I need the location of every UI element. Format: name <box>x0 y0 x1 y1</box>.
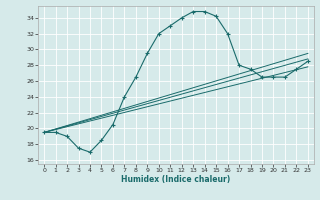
X-axis label: Humidex (Indice chaleur): Humidex (Indice chaleur) <box>121 175 231 184</box>
